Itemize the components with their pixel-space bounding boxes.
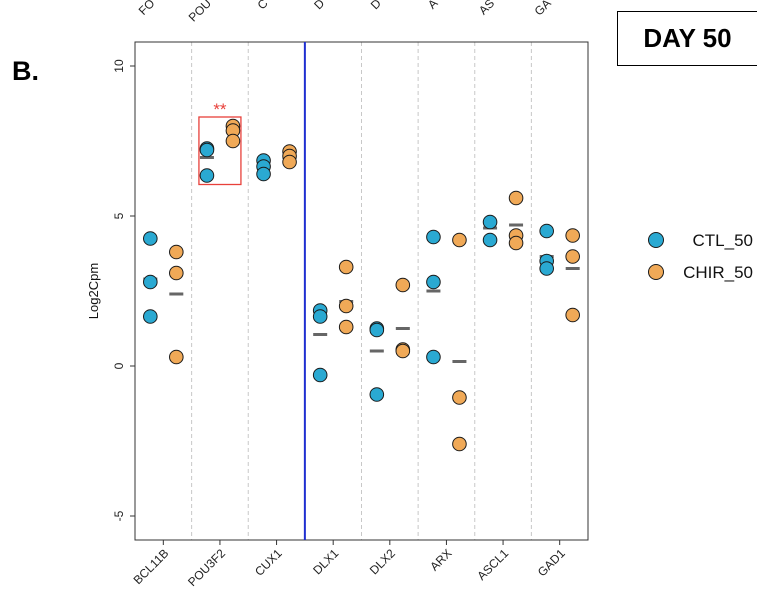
data-point	[508, 190, 524, 206]
data-point	[369, 387, 385, 402]
data-point	[539, 261, 554, 276]
day-label: DAY 50	[643, 23, 732, 53]
significance-stars: **	[213, 100, 227, 119]
x-tick-label: DLX2	[367, 546, 398, 577]
legend-label: CTL_50	[693, 231, 753, 250]
data-point	[565, 228, 580, 243]
data-point	[565, 307, 580, 323]
x-tick-label: DLX1	[310, 546, 341, 577]
x-tick-label: POU3F2	[185, 546, 228, 589]
data-point	[395, 277, 411, 293]
day-label-box: DAY 50	[617, 11, 757, 66]
x-tick-label: ASCL1	[474, 546, 511, 583]
top-clipped-label: AS	[476, 0, 497, 17]
data-point	[143, 274, 158, 290]
y-tick-label: 0	[112, 362, 126, 369]
data-point	[452, 390, 467, 405]
y-tick-label: 10	[112, 59, 126, 73]
y-axis-label: Log2Cpm	[86, 263, 101, 319]
data-point	[338, 319, 354, 335]
panel-label: B.	[12, 56, 39, 86]
data-point	[143, 231, 158, 246]
data-point	[452, 436, 467, 452]
data-point	[482, 232, 498, 248]
data-point	[312, 309, 328, 324]
top-clipped-label: C	[255, 0, 271, 12]
data-point	[169, 349, 184, 365]
top-clipped-label: D	[368, 0, 384, 12]
data-point	[452, 232, 467, 248]
data-point	[395, 343, 411, 359]
data-point	[426, 229, 441, 245]
top-clipped-label: GA	[532, 0, 554, 18]
top-clipped-label: FO	[136, 0, 158, 18]
data-point	[169, 265, 184, 281]
data-point	[338, 298, 354, 314]
x-tick-label: BCL11B	[131, 546, 172, 587]
data-point	[539, 223, 554, 239]
y-tick-label: -5	[112, 510, 126, 521]
data-point	[508, 235, 524, 251]
data-point	[565, 249, 580, 264]
y-tick-label: 5	[112, 212, 126, 219]
data-point	[312, 367, 328, 383]
legend-marker	[648, 264, 664, 280]
data-point	[482, 214, 498, 230]
top-clipped-label: POU	[186, 0, 214, 25]
data-point	[369, 322, 385, 338]
plot-border	[134, 41, 589, 541]
data-point	[338, 259, 354, 275]
x-tick-label: ARX	[427, 546, 454, 573]
legend-marker	[648, 232, 664, 248]
x-tick-label: GAD1	[535, 546, 568, 579]
x-tick-label: CUX1	[252, 546, 285, 579]
data-point	[426, 349, 441, 365]
data-point	[256, 166, 271, 182]
significance-box	[198, 116, 242, 186]
data-point	[426, 274, 441, 290]
data-point	[225, 133, 241, 149]
data-point	[169, 244, 184, 260]
data-point	[282, 154, 297, 170]
data-point	[199, 168, 215, 183]
legend-label: CHIR_50	[683, 263, 753, 282]
top-clipped-label: A	[425, 0, 441, 12]
data-point	[199, 142, 215, 158]
data-point	[143, 309, 158, 324]
top-clipped-label: D	[311, 0, 327, 12]
